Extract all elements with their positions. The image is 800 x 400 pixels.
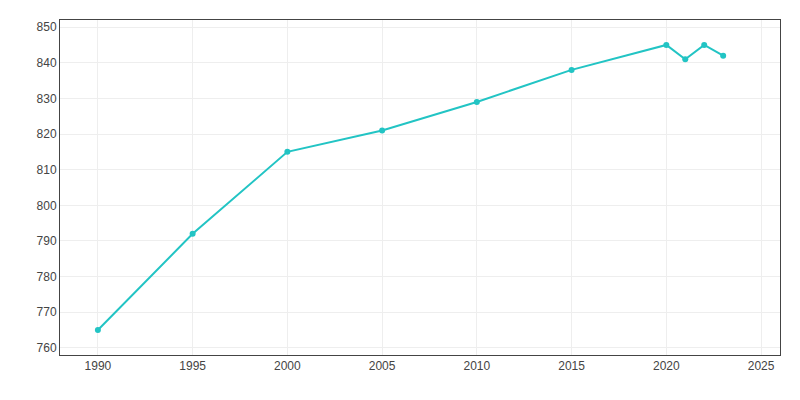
svg-text:1990: 1990 [85,359,112,373]
svg-text:810: 810 [37,163,57,177]
svg-text:2005: 2005 [369,359,396,373]
svg-text:2000: 2000 [274,359,301,373]
svg-text:830: 830 [37,92,57,106]
svg-text:800: 800 [37,199,57,213]
svg-text:790: 790 [37,234,57,248]
svg-text:760: 760 [37,341,57,355]
svg-text:2025: 2025 [748,359,775,373]
svg-text:2015: 2015 [558,359,585,373]
svg-text:2020: 2020 [653,359,680,373]
svg-text:2010: 2010 [463,359,490,373]
svg-text:850: 850 [37,20,57,34]
svg-text:840: 840 [37,56,57,70]
svg-text:820: 820 [37,127,57,141]
svg-text:1995: 1995 [179,359,206,373]
svg-text:780: 780 [37,270,57,284]
svg-text:770: 770 [37,305,57,319]
